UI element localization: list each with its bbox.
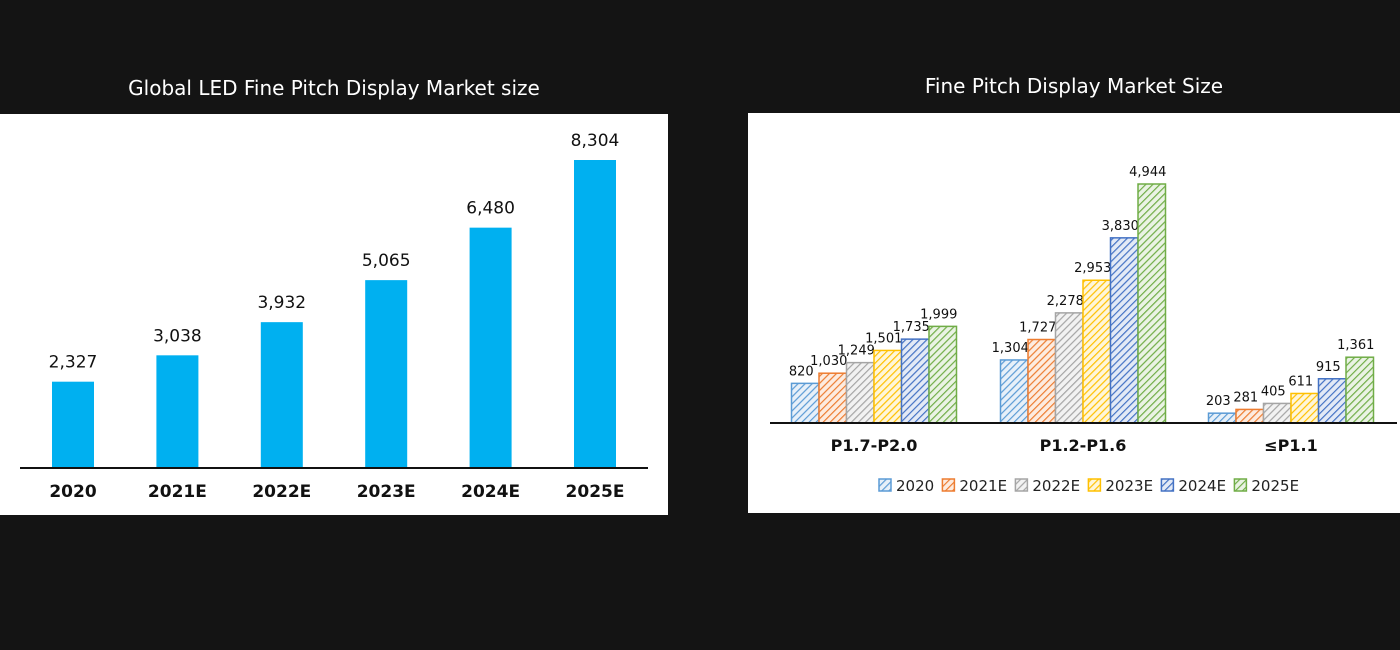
- bar-P1.7-P2.0-2021E: [818, 372, 848, 424]
- bar-2024E: [469, 227, 512, 468]
- data-label: 5,065: [362, 251, 411, 271]
- legend-label: 2025E: [1251, 477, 1299, 495]
- legend-swatch: [1160, 478, 1175, 492]
- legend-swatch: [941, 478, 956, 492]
- legend-label: 2022E: [1032, 477, 1080, 495]
- data-label: 281: [1233, 390, 1258, 405]
- bar-2021E: [156, 355, 199, 468]
- left-chart-title: Global LED Fine Pitch Display Market siz…: [128, 76, 540, 100]
- data-label: 820: [789, 364, 814, 379]
- bar-2023E: [365, 280, 408, 468]
- bar-2025E: [574, 160, 616, 468]
- right-chart-title: Fine Pitch Display Market Size: [924, 74, 1224, 98]
- bar-≤P1.1-2021E: [1235, 408, 1265, 424]
- x-tick-label: 2022E: [252, 482, 311, 502]
- data-label: 1,501: [865, 331, 902, 346]
- data-label: 3,932: [257, 293, 306, 313]
- bar-P1.2-P1.6-2023E: [1082, 279, 1112, 424]
- x-tick-label: 2020: [49, 482, 96, 502]
- x-tick-label: 2021E: [148, 482, 207, 502]
- data-label: 203: [1206, 394, 1231, 409]
- x-tick-label: 2025E: [566, 482, 625, 502]
- bar-≤P1.1-2023E: [1290, 392, 1320, 424]
- x-tick-label: P1.7-P2.0: [831, 436, 918, 455]
- data-label: 3,830: [1102, 219, 1139, 234]
- data-label: 1,999: [920, 307, 957, 322]
- data-label: 2,327: [49, 353, 98, 373]
- bar-P1.2-P1.6-2021E: [1027, 338, 1057, 424]
- bar-≤P1.1-2020: [1207, 412, 1237, 424]
- data-label: 1,735: [893, 320, 930, 335]
- x-tick-label: P1.2-P1.6: [1040, 436, 1127, 455]
- bar-2020: [52, 381, 94, 468]
- bar-P1.2-P1.6-2025E: [1137, 183, 1167, 424]
- bar-P1.2-P1.6-2022E: [1054, 312, 1084, 424]
- bar-P1.7-P2.0-2022E: [845, 361, 875, 424]
- data-label: 1,361: [1337, 338, 1374, 353]
- data-label: 1,249: [838, 344, 875, 359]
- bar-P1.7-P2.0-2024E: [900, 338, 930, 424]
- bar-P1.2-P1.6-2024E: [1109, 237, 1139, 424]
- legend-swatch: [878, 478, 892, 492]
- data-label: 1,304: [992, 341, 1029, 356]
- legend-swatch: [1087, 478, 1102, 492]
- data-label: 1,727: [1019, 321, 1056, 336]
- data-label: 8,304: [571, 131, 620, 151]
- legend-label: 2021E: [959, 477, 1007, 495]
- bar-P1.7-P2.0-2023E: [873, 349, 903, 424]
- bar-≤P1.1-2022E: [1262, 402, 1292, 424]
- bar-≤P1.1-2024E: [1317, 378, 1347, 424]
- data-label: 405: [1261, 384, 1286, 399]
- bar-2022E: [260, 322, 303, 468]
- bar-P1.7-P2.0-2020: [790, 382, 820, 424]
- x-tick-label: 2023E: [357, 482, 416, 502]
- data-label: 611: [1288, 374, 1313, 389]
- bar-P1.7-P2.0-2025E: [928, 325, 958, 424]
- left-chart-panel: [0, 114, 668, 515]
- data-label: 3,038: [153, 326, 202, 346]
- legend-label: 2020: [896, 477, 934, 495]
- data-label: 2,953: [1074, 261, 1111, 276]
- legend-swatch: [1233, 478, 1248, 492]
- bar-P1.2-P1.6-2020: [999, 359, 1029, 424]
- legend-label: 2024E: [1178, 477, 1226, 495]
- legend-swatch: [1014, 478, 1029, 492]
- x-tick-label: ≤P1.1: [1264, 436, 1317, 455]
- data-label: 4,944: [1129, 165, 1166, 180]
- data-label: 1,030: [810, 354, 847, 369]
- data-label: 6,480: [466, 199, 515, 219]
- x-tick-label: 2024E: [461, 482, 520, 502]
- bar-≤P1.1-2025E: [1345, 356, 1375, 424]
- data-label: 915: [1316, 360, 1341, 375]
- legend-label: 2023E: [1105, 477, 1153, 495]
- data-label: 2,278: [1047, 294, 1084, 309]
